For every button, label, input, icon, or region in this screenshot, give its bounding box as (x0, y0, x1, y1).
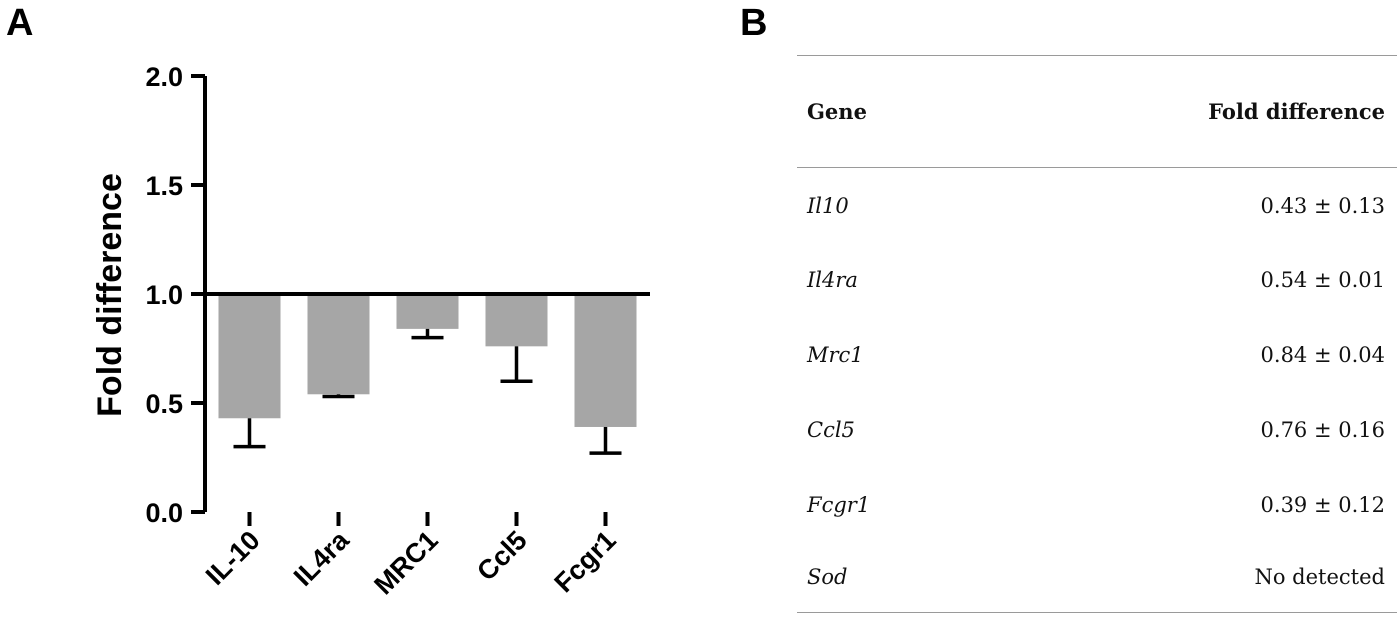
x-tick-label: IL4ra (288, 524, 356, 592)
x-tick-label: Ccl5 (471, 525, 533, 587)
table-row-gene: Il10 (807, 194, 849, 218)
y-tick-label: 0.0 (145, 498, 183, 528)
bar (307, 294, 370, 395)
x-tick-label: Fcgr1 (549, 525, 622, 598)
table-row-gene: Mrc1 (807, 343, 864, 367)
table-row-value: 0.39 ± 0.12 (1260, 493, 1385, 517)
y-tick-label: 1.0 (145, 280, 183, 310)
bar-chart: Fold difference 0.0 0.5 1.0 1.5 2.0 IL-10 IL4r… (91, 62, 650, 600)
table-row-value: 0.54 ± 0.01 (1260, 268, 1385, 292)
panel-b-label: B (740, 2, 768, 44)
table-header-rule (797, 167, 1397, 168)
x-tick-label: IL-10 (200, 525, 266, 591)
y-axis-label: Fold difference (91, 173, 129, 417)
x-tick-label: MRC1 (368, 525, 443, 600)
table-row-value: 0.43 ± 0.13 (1260, 194, 1385, 218)
table-header-fold-difference: Fold difference (1208, 99, 1385, 124)
table-row-value: 0.76 ± 0.16 (1260, 418, 1385, 442)
table-row-gene: Fcgr1 (807, 493, 871, 517)
table-row-gene: Ccl5 (807, 418, 855, 442)
y-tick-label: 1.5 (145, 171, 183, 201)
table-row-value: 0.84 ± 0.04 (1260, 343, 1385, 367)
table-row-gene: Sod (807, 565, 848, 589)
y-tick-label: 0.5 (145, 389, 183, 419)
panel-a-label: A (6, 2, 34, 44)
table-top-rule (797, 55, 1397, 56)
y-tick-label: 2.0 (145, 62, 183, 92)
bar (218, 294, 281, 419)
table-header-gene: Gene (807, 99, 867, 124)
bar (574, 294, 637, 427)
bar (396, 294, 459, 329)
table-bottom-rule (797, 612, 1397, 613)
table-row-gene: Il4ra (807, 268, 858, 292)
table-row-value: No detected (1254, 565, 1385, 589)
bar (485, 294, 548, 347)
